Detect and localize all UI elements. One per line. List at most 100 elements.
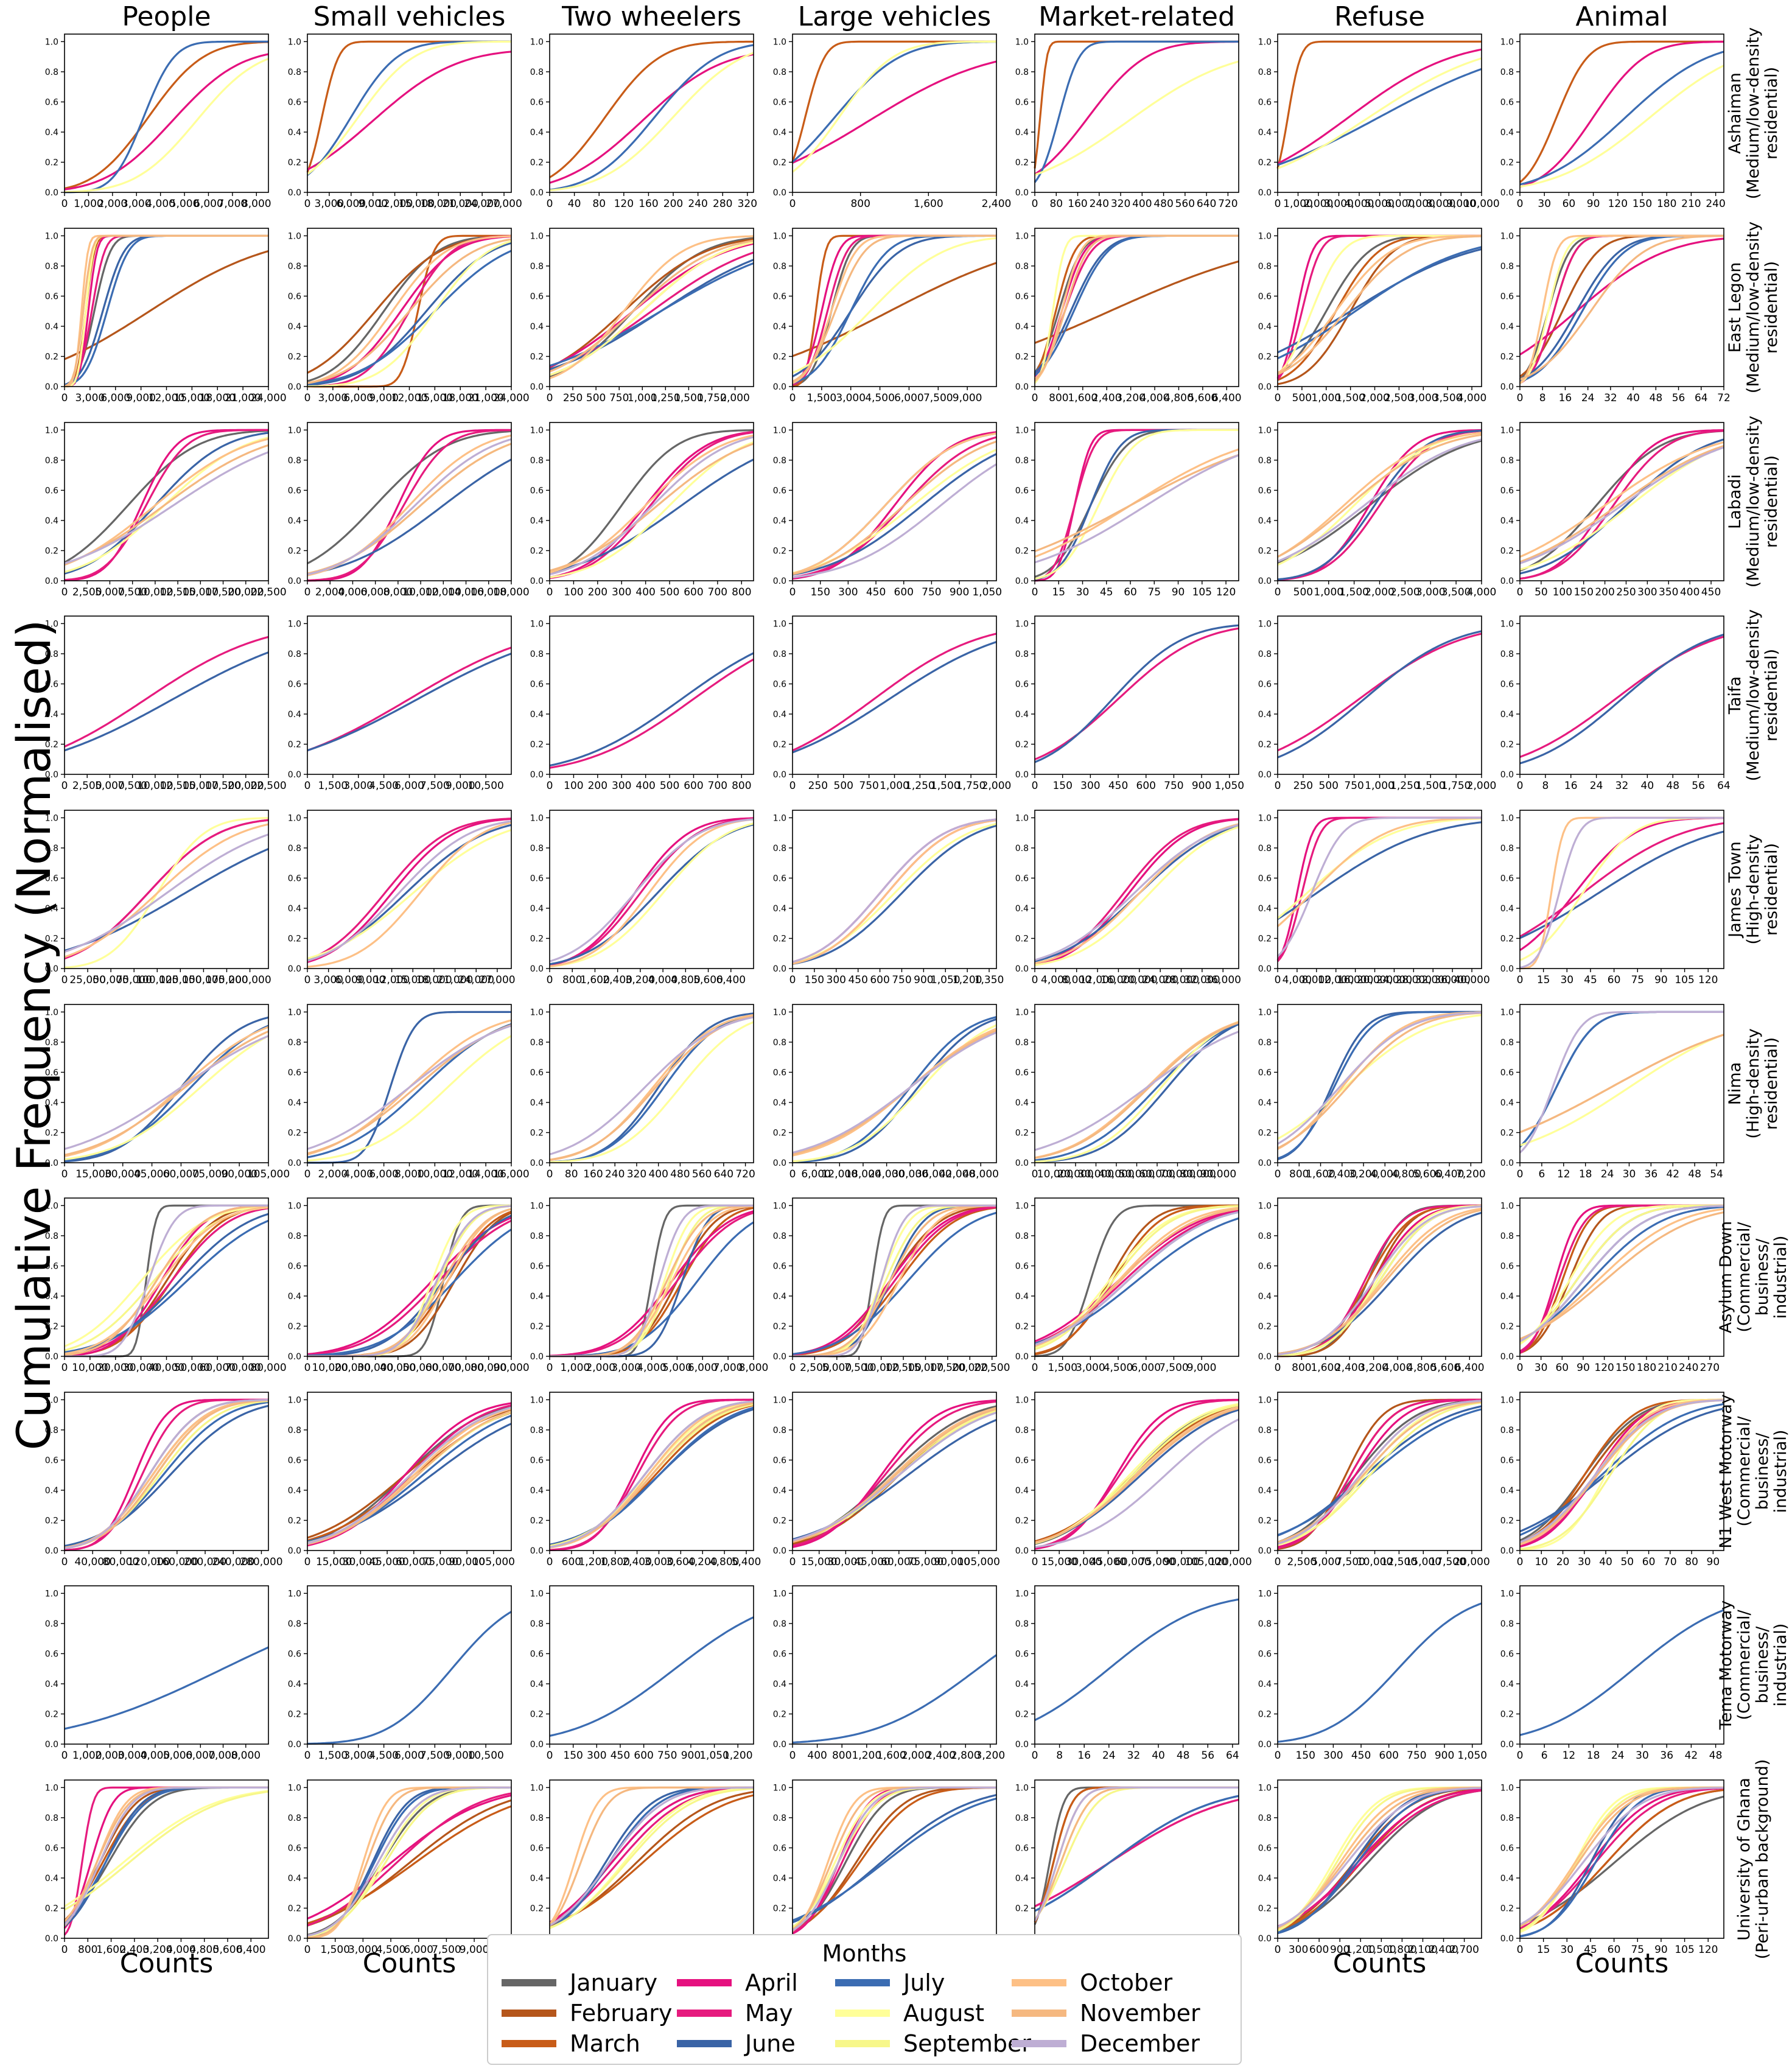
- series-line-june: [1519, 830, 1724, 939]
- x-tick-label: 3,000: [644, 1556, 674, 1568]
- x-tick-label: 10,000: [1037, 1168, 1073, 1180]
- series-line-may: [1034, 1399, 1239, 1549]
- x-tick-label: 15,000: [399, 198, 435, 210]
- series-line-august: [1277, 1786, 1482, 1931]
- y-tick-label: 0.0: [1015, 576, 1029, 586]
- y-tick-label: 0.6: [45, 679, 58, 689]
- series-line-june: [307, 824, 512, 961]
- y-tick-label: 0.2: [773, 352, 786, 362]
- y-tick-label: 0.0: [530, 1740, 544, 1750]
- x-tick-label: 20,000: [952, 1362, 988, 1374]
- panel-7-4: 0.00.20.40.60.81.00 15,00030,00045,00060,…: [1015, 1392, 1252, 1568]
- y-tick-label: 0.8: [45, 650, 58, 659]
- x-tick-label: 20: [1556, 1556, 1570, 1568]
- series-line-april: [64, 429, 268, 581]
- x-tick-label: 450: [866, 586, 886, 598]
- x-tick-label: 6,000: [336, 198, 366, 210]
- series-line-december: [792, 463, 997, 578]
- y-tick-label: 0.0: [530, 188, 544, 198]
- legend-swatch: [677, 2040, 732, 2047]
- x-tick-label: 450: [1701, 586, 1721, 598]
- x-tick-label: 1,000: [1311, 392, 1341, 404]
- x-tick-label: 500: [834, 780, 853, 792]
- x-tick-label: 450: [1351, 1750, 1371, 1762]
- y-tick-label: 0.2: [1500, 740, 1514, 749]
- x-tick-label: 12,000: [1079, 974, 1115, 986]
- x-tick-label: 3,000: [318, 392, 348, 404]
- series-line-june: [64, 1016, 269, 1163]
- series-line-january: [1034, 234, 1239, 374]
- x-tick-label: 0: [1032, 974, 1038, 986]
- x-tick-label: 175,000: [205, 974, 248, 986]
- y-tick-label: 0.8: [1500, 650, 1514, 659]
- series-line-november: [1034, 1208, 1239, 1346]
- x-tick-label: 80,000: [1180, 1168, 1216, 1180]
- y-tick-label: 1.0: [1500, 813, 1514, 823]
- y-tick-label: 1.0: [1015, 426, 1029, 435]
- y-tick-label: 0.0: [1500, 770, 1514, 780]
- x-tick-label: 90,000: [1200, 1168, 1236, 1180]
- x-tick-label: 54: [1710, 1168, 1723, 1180]
- legend-item: February: [502, 1999, 672, 2028]
- series-line-june: [1519, 1011, 1724, 1148]
- y-axis-label: Cumulative Frequency (Normalised): [7, 620, 61, 1451]
- x-tick-label: 60: [1608, 1944, 1621, 1956]
- x-tick-label: 15,000: [801, 1556, 837, 1568]
- y-tick-label: 0.6: [1500, 97, 1514, 107]
- y-tick-label: 0.6: [45, 1068, 58, 1078]
- series-line-december: [792, 1031, 997, 1154]
- plot-frame: [64, 615, 269, 775]
- x-tick-label: 36: [1660, 1750, 1673, 1762]
- x-tick-label: 64: [1695, 392, 1708, 404]
- y-tick-label: 1.0: [45, 231, 58, 241]
- y-tick-label: 0.2: [1500, 1709, 1514, 1719]
- series-line-november: [63, 1786, 268, 1922]
- x-tick-label: 15,000: [174, 392, 210, 404]
- series-line-december: [1277, 1205, 1482, 1356]
- y-tick-label: 0.2: [288, 158, 301, 167]
- x-tick-label: 900: [1192, 780, 1211, 792]
- series-line-june: [307, 242, 512, 387]
- series-line-june: [63, 1786, 268, 1927]
- series-line-september: [1034, 1205, 1239, 1351]
- y-tick-label: 1.0: [773, 37, 786, 47]
- y-tick-label: 1.0: [288, 619, 301, 629]
- x-tick-label: 40: [1626, 392, 1640, 404]
- series-line-november: [792, 1029, 997, 1155]
- row-label: East Legon(Medium/low-densityresidential…: [1726, 222, 1781, 393]
- x-tick-label: 0: [1275, 1168, 1281, 1180]
- x-tick-label: 16,000: [471, 586, 506, 598]
- legend-label: June: [745, 2030, 796, 2057]
- x-tick-label: 4,800: [189, 1944, 219, 1956]
- series-line-november: [64, 444, 269, 566]
- x-tick-label: 25,000: [69, 974, 105, 986]
- x-tick-label: 6,000: [194, 198, 223, 210]
- x-tick-label: 1,000: [1283, 198, 1313, 210]
- y-tick-label: 0.8: [1500, 844, 1514, 853]
- x-tick-label: 28,000: [1163, 974, 1199, 986]
- y-tick-label: 0.8: [1015, 1619, 1029, 1629]
- x-tick-label: 40,000: [380, 1362, 416, 1374]
- plot-frame: [1277, 1585, 1482, 1745]
- y-tick-label: 0.6: [1015, 97, 1029, 107]
- x-tick-label: 0: [61, 1556, 68, 1568]
- x-tick-label: 75: [1631, 1944, 1644, 1956]
- x-tick-label: 120,000: [127, 1556, 170, 1568]
- panel-1-4: 0.00.20.40.60.81.00 8001,6002,4003,2004,0…: [1015, 228, 1242, 404]
- y-tick-label: 0.6: [288, 874, 301, 883]
- x-tick-label: 80,000: [250, 1362, 286, 1374]
- series-line-january: [64, 430, 269, 564]
- y-tick-label: 0.6: [288, 97, 301, 107]
- plot-frame: [307, 33, 512, 193]
- panel-0-5: 0.00.20.40.60.81.00 1,0002,0003,0004,0005…: [1258, 33, 1500, 210]
- x-tick-label: 2,400: [120, 1944, 150, 1956]
- series-line-february: [1034, 1786, 1239, 1923]
- series-line-july: [307, 1228, 512, 1357]
- x-tick-label: 105: [1192, 586, 1212, 598]
- x-tick-label: 160,000: [156, 1556, 198, 1568]
- series-line-october: [1034, 1786, 1239, 1922]
- x-tick-label: 300: [1637, 586, 1657, 598]
- series-line-march: [64, 1399, 269, 1549]
- y-tick-label: 0.6: [1015, 1649, 1029, 1659]
- x-tick-label: 4,000: [343, 1168, 373, 1180]
